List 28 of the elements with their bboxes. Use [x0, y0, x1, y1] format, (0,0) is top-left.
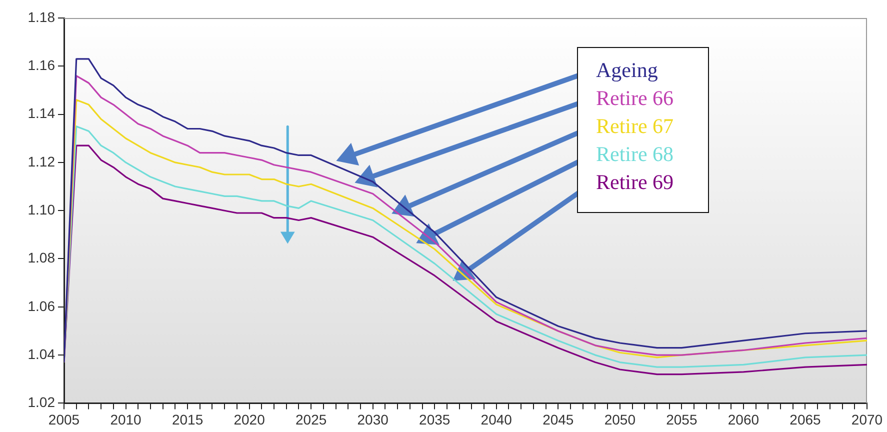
x-tick-label: 2045 — [542, 411, 574, 428]
x-tick-label: 2025 — [296, 411, 327, 428]
x-tick-label: 2015 — [172, 411, 204, 428]
text: Ageing — [596, 58, 658, 82]
x-tick-label: 2070 — [851, 411, 883, 428]
x-tick-label: 2035 — [419, 411, 450, 428]
y-tick-label: 1.02 — [28, 394, 56, 410]
x-tick-label: 2040 — [480, 411, 512, 428]
y-tick-label: 1.16 — [28, 57, 56, 74]
y-tick-label: 1.14 — [28, 105, 56, 122]
text: Retire 68 — [596, 142, 674, 166]
x-tick-label: 2020 — [234, 411, 266, 428]
text: Retire 69 — [596, 170, 674, 194]
y-tick-label: 1.10 — [28, 201, 56, 218]
x-tick-label: 2060 — [728, 411, 760, 428]
x-tick-label: 2065 — [790, 411, 822, 428]
y-tick-label: 1.12 — [28, 153, 56, 170]
y-tick-label: 1.04 — [28, 346, 56, 362]
text: Retire 67 — [596, 114, 674, 138]
x-tick-label: 2030 — [357, 411, 389, 428]
y-tick-label: 1.08 — [28, 250, 56, 266]
x-tick-label: 2010 — [110, 411, 142, 428]
x-tick-label: 2050 — [604, 411, 636, 428]
x-tick-label: 2005 — [48, 411, 80, 428]
y-tick-label: 1.06 — [28, 298, 56, 314]
text: Retire 66 — [596, 86, 674, 110]
y-tick-label: 1.18 — [28, 8, 56, 25]
x-tick-label: 2055 — [666, 411, 698, 428]
